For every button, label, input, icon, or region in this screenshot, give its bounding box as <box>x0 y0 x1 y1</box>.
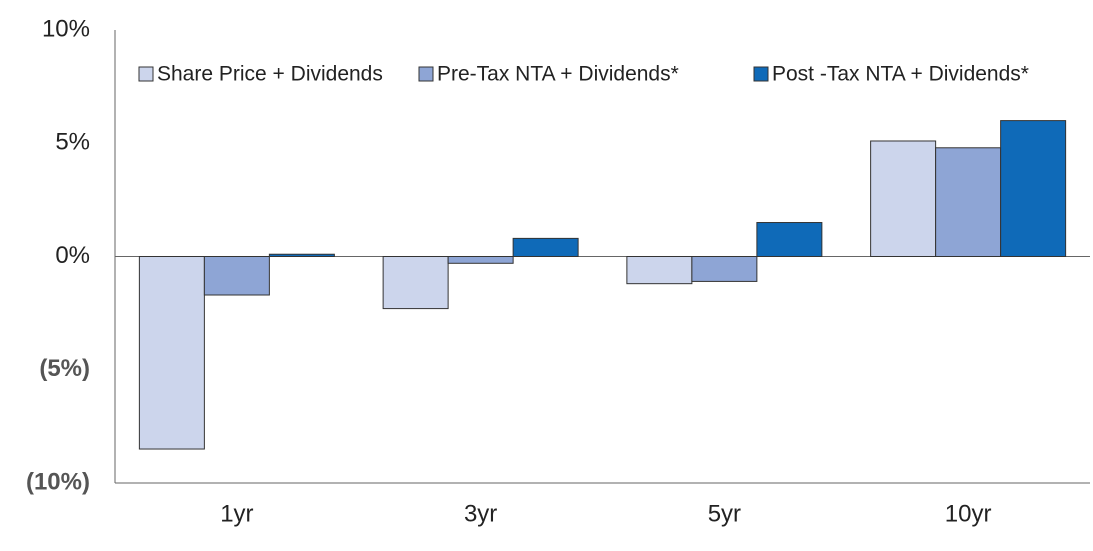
bar <box>138 256 205 450</box>
x-tick-label: 5yr <box>708 500 741 527</box>
bar <box>203 256 270 296</box>
x-tick-label: 10yr <box>945 500 992 527</box>
legend-label: Pre-Tax NTA + Dividends* <box>437 63 679 86</box>
legend-swatch <box>138 66 154 82</box>
legend-swatch <box>753 66 769 82</box>
bar <box>870 140 937 257</box>
bar <box>268 253 335 258</box>
bar <box>935 147 1002 257</box>
legend-swatch <box>418 66 434 82</box>
x-tick-label: 1yr <box>220 500 253 527</box>
bar <box>447 256 514 264</box>
legend-label: Post -Tax NTA + Dividends* <box>772 63 1029 86</box>
bar <box>382 256 449 310</box>
bar <box>691 256 758 282</box>
y-tick-label: 0% <box>55 242 90 269</box>
y-tick-label: 5% <box>55 129 90 156</box>
legend-label: Share Price + Dividends <box>157 63 383 86</box>
y-tick-label: 10% <box>42 15 90 42</box>
bar <box>756 222 823 257</box>
x-tick-label: 3yr <box>464 500 497 527</box>
bar <box>1000 120 1067 257</box>
y-tick-label: (5%) <box>39 355 90 382</box>
y-tick-label: (10%) <box>26 468 90 495</box>
bar <box>626 256 693 285</box>
bar <box>512 237 579 258</box>
